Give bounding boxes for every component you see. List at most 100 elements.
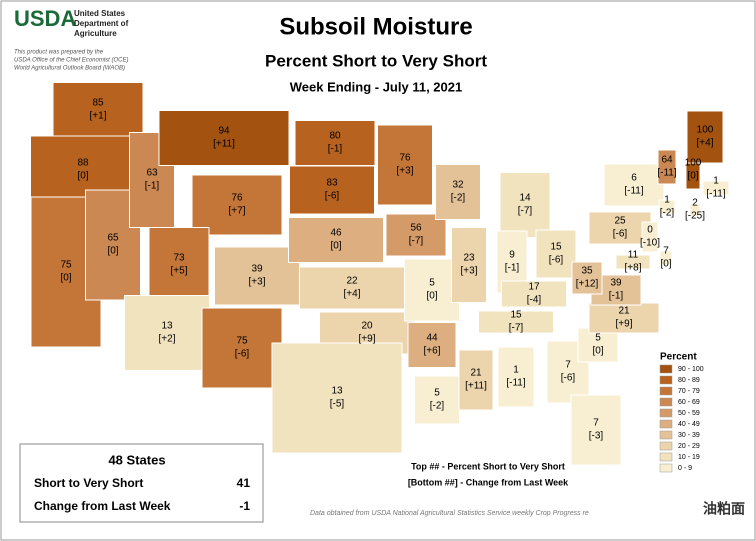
state [615, 254, 651, 270]
state-value: 39 [610, 278, 622, 289]
disclaimer: USDA Office of the Chief Economist (OCE) [14, 58, 128, 64]
state-change: [+11] [213, 139, 235, 150]
state-change: [0] [592, 346, 603, 357]
state-value: 21 [618, 306, 630, 317]
legend-swatch [659, 452, 673, 462]
state-change: [-2] [660, 208, 675, 219]
state-value: 32 [452, 180, 464, 191]
state [603, 163, 665, 207]
state-change: [-6] [235, 349, 250, 360]
state-value: 100 [697, 125, 714, 136]
state [686, 110, 724, 164]
legend-label: 0 - 9 [678, 465, 692, 472]
state-change: [-3] [589, 431, 604, 442]
state [288, 217, 384, 263]
state [201, 307, 283, 389]
state-value: 46 [330, 228, 342, 239]
legend-label: 10 - 19 [678, 454, 700, 461]
state-value: 20 [361, 321, 373, 332]
state-value: 14 [519, 193, 531, 204]
state-value: 15 [550, 242, 562, 253]
state-change: [+12] [576, 279, 599, 290]
state [659, 250, 673, 266]
state-value: 22 [346, 276, 358, 287]
state [658, 199, 676, 215]
legend-swatch [659, 364, 673, 374]
state [702, 180, 730, 196]
state-change: [+3] [461, 266, 478, 277]
state-change: [-1] [609, 291, 624, 302]
state-change: [+7] [229, 206, 246, 217]
state-change: [0] [330, 241, 341, 252]
state-value: 75 [60, 260, 72, 271]
legend-label: 40 - 49 [678, 421, 700, 428]
state-change: [-2] [451, 193, 466, 204]
state [124, 295, 210, 371]
state [294, 120, 376, 166]
state-value: 1 [713, 176, 719, 187]
state-change: [-25] [685, 211, 705, 222]
legend-swatch [659, 386, 673, 396]
disclaimer: World Agricultural Outlook Board (WAOB) [14, 66, 125, 72]
state-change: [-6] [613, 229, 628, 240]
state-change: [+5] [171, 266, 188, 277]
state-change: [+2] [159, 334, 176, 345]
state-value: 11 [628, 250, 639, 261]
state-change: [-1] [328, 144, 343, 155]
state [577, 327, 619, 363]
state-value: 5 [595, 333, 601, 344]
legend-swatch [659, 419, 673, 429]
note: Top ## - Percent Short to Very Short [411, 461, 565, 471]
legend-label: 90 - 100 [678, 366, 704, 373]
state-value: 63 [146, 168, 158, 179]
state-change: [-11] [506, 378, 525, 389]
state [148, 227, 210, 303]
legend-label: 20 - 29 [678, 443, 700, 450]
state-change: [0] [660, 259, 671, 270]
state-value: 9 [509, 250, 515, 261]
state [657, 149, 677, 185]
summary-value: -1 [239, 499, 250, 513]
state-value: 2 [692, 198, 698, 209]
state [588, 211, 652, 245]
state-change: [0] [426, 291, 437, 302]
state-change: [-6] [325, 191, 340, 202]
legend-label: 60 - 69 [678, 399, 700, 406]
state [271, 342, 403, 454]
state-change: [+9] [359, 334, 376, 345]
state-change: [0] [687, 171, 698, 182]
state-change: [+3] [249, 277, 266, 288]
state [689, 203, 701, 217]
source: Data obtained from USDA National Agricul… [310, 510, 589, 517]
state-change: [-7] [409, 236, 424, 247]
state-change: [-7] [518, 206, 533, 217]
note: [Bottom ##] - Change from Last Week [408, 477, 569, 487]
state-value: 39 [251, 264, 263, 275]
state-value: 65 [107, 233, 119, 244]
state-value: 100 [685, 158, 702, 169]
state-value: 94 [218, 126, 230, 137]
state-change: [+4] [697, 138, 714, 149]
state-value: 25 [614, 216, 626, 227]
state-value: 76 [399, 153, 411, 164]
state-change: [-5] [330, 399, 345, 410]
state-change: [0] [107, 246, 118, 257]
state-value: 13 [161, 321, 173, 332]
state-value: 75 [236, 336, 248, 347]
legend-swatch [659, 441, 673, 451]
state-value: 1 [664, 195, 670, 206]
state-change: [+3] [397, 166, 414, 177]
state-change: [-11] [657, 168, 676, 179]
state [451, 227, 487, 303]
state-change: [-1] [505, 263, 520, 274]
state [478, 310, 554, 334]
state-change: [-10] [640, 238, 660, 249]
legend-label: 70 - 79 [678, 388, 700, 395]
state-value: 21 [470, 368, 482, 379]
state-value: 5 [434, 388, 440, 399]
state [497, 346, 535, 408]
state [289, 165, 375, 215]
